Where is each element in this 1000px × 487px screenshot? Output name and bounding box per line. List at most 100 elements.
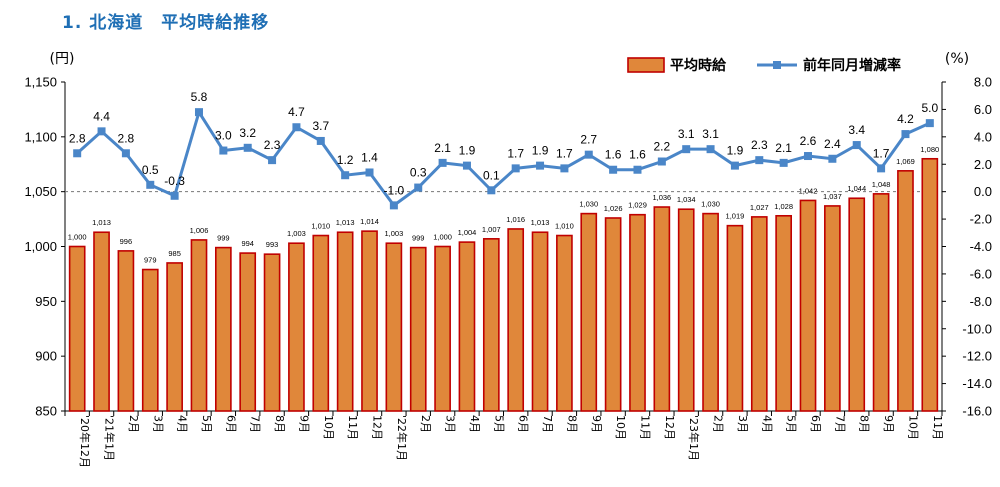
rate-value-label: 3.4 bbox=[848, 123, 865, 137]
rate-point bbox=[852, 141, 861, 150]
bar-value-label: 1,028 bbox=[774, 202, 793, 211]
bar bbox=[385, 242, 403, 412]
bar-value-label: 1,010 bbox=[555, 222, 574, 231]
bar-value-label: 1,080 bbox=[920, 145, 939, 154]
x-tick-label: 11月 bbox=[346, 415, 359, 440]
rate-point bbox=[657, 157, 666, 166]
rate-point bbox=[828, 154, 837, 163]
rate-value-label: 0.1 bbox=[483, 168, 500, 182]
x-tick-label: 11月 bbox=[931, 415, 944, 440]
x-tick-label: 6月 bbox=[224, 415, 237, 433]
bar bbox=[117, 250, 135, 412]
rate-value-label: 2.2 bbox=[654, 140, 671, 154]
bar bbox=[214, 246, 232, 412]
rate-value-label: 3.1 bbox=[702, 127, 719, 141]
bar-value-label: 999 bbox=[412, 234, 425, 243]
bar bbox=[897, 170, 914, 412]
x-tick-label: 8月 bbox=[858, 415, 871, 433]
x-tick-label: 4月 bbox=[176, 415, 189, 433]
x-tick-label: 3月 bbox=[444, 415, 457, 433]
bar bbox=[263, 253, 281, 412]
rate-value-label: 5.8 bbox=[191, 90, 208, 104]
bar-value-label: 1,026 bbox=[604, 204, 623, 213]
rate-value-label: 1.9 bbox=[532, 144, 549, 158]
rate-point bbox=[316, 136, 325, 145]
rate-value-label: 3.2 bbox=[239, 126, 256, 140]
bar-value-label: 1,004 bbox=[458, 228, 477, 237]
rate-point bbox=[292, 123, 301, 132]
bar bbox=[872, 193, 890, 412]
bar-labels: 1,000 1,013 996 979 985 1,006 999 994 993 1,003 1,… bbox=[68, 145, 939, 265]
bars bbox=[68, 157, 939, 412]
rate-point bbox=[365, 168, 374, 177]
bar-value-label: 1,007 bbox=[482, 225, 501, 234]
legend-line-label: 前年同月増減率 bbox=[803, 57, 901, 74]
bar bbox=[141, 268, 159, 412]
x-tick-label: '20年12月 bbox=[78, 415, 92, 468]
right-axis-unit: (%) bbox=[945, 51, 969, 67]
bar-value-label: 996 bbox=[120, 237, 133, 246]
rate-value-label: 0.5 bbox=[142, 163, 159, 177]
rate-value-label: 0.3 bbox=[410, 166, 427, 180]
bar bbox=[604, 217, 622, 412]
legend-bar-swatch bbox=[627, 57, 665, 73]
rate-value-label: 2.8 bbox=[69, 131, 86, 145]
rate-point bbox=[633, 165, 642, 174]
rate-point bbox=[243, 143, 252, 152]
bar-value-label: 1,044 bbox=[847, 184, 866, 193]
left-tick-label: 1,100 bbox=[24, 129, 57, 144]
bar bbox=[921, 157, 939, 412]
bar bbox=[775, 214, 793, 412]
bar bbox=[336, 231, 354, 412]
bar bbox=[677, 208, 695, 412]
bar-value-label: 1,048 bbox=[872, 180, 891, 189]
rate-point bbox=[755, 156, 764, 165]
rate-value-label: 2.8 bbox=[118, 131, 135, 145]
x-axis-ticks: '20年12月 '21年1月 2月 3月 4月 5月 6月 7月 8月 9月 10月 11月 12月 '2… bbox=[64, 411, 944, 468]
bar-value-label: 1,014 bbox=[360, 217, 379, 226]
bar-value-label: 1,027 bbox=[750, 203, 769, 212]
bar-value-label: 1,037 bbox=[823, 192, 842, 201]
right-tick-label: -14.0 bbox=[962, 376, 992, 391]
rate-value-label: 1.2 bbox=[337, 153, 354, 167]
bar-value-label: 1,003 bbox=[384, 229, 403, 238]
bar bbox=[726, 224, 744, 412]
bar bbox=[799, 199, 817, 412]
rate-value-label: 4.4 bbox=[93, 109, 110, 123]
x-tick-label: '21年1月 bbox=[103, 415, 117, 461]
x-tick-label: 12月 bbox=[663, 415, 676, 440]
x-tick-label: 9月 bbox=[297, 415, 310, 433]
right-tick-label: 8.0 bbox=[974, 75, 992, 90]
rate-point bbox=[511, 164, 520, 173]
rate-point bbox=[730, 161, 739, 170]
left-axis-unit: (円) bbox=[50, 51, 75, 67]
right-tick-label: -12.0 bbox=[962, 349, 992, 364]
bar-value-label: 979 bbox=[144, 256, 157, 265]
rate-value-label: 1.7 bbox=[556, 146, 573, 160]
right-tick-label: -6.0 bbox=[970, 266, 992, 281]
x-tick-label: 4月 bbox=[760, 415, 773, 433]
x-tick-label: '22年1月 bbox=[395, 415, 409, 461]
rate-point bbox=[73, 149, 82, 158]
bar bbox=[848, 197, 866, 412]
rate-point bbox=[706, 145, 715, 154]
bar bbox=[239, 252, 257, 412]
left-tick-label: 950 bbox=[35, 294, 57, 309]
right-tick-label: 4.0 bbox=[974, 129, 992, 144]
legend: 平均時給 前年同月増減率 bbox=[627, 57, 901, 74]
x-tick-label: 5月 bbox=[200, 415, 213, 433]
rate-value-label: 3.1 bbox=[678, 127, 695, 141]
bar bbox=[68, 245, 86, 412]
bar bbox=[556, 234, 573, 412]
rate-value-label: 1.6 bbox=[629, 148, 646, 162]
rate-value-label: 4.2 bbox=[897, 112, 914, 126]
rate-point bbox=[877, 164, 886, 173]
x-tick-label: 5月 bbox=[785, 415, 798, 433]
bar bbox=[507, 228, 525, 412]
left-tick-label: 1,150 bbox=[24, 75, 57, 90]
bar bbox=[166, 262, 183, 412]
left-tick-label: 900 bbox=[35, 349, 57, 364]
rate-point bbox=[901, 130, 910, 139]
bar bbox=[93, 231, 110, 412]
x-tick-label: 10月 bbox=[906, 415, 919, 440]
